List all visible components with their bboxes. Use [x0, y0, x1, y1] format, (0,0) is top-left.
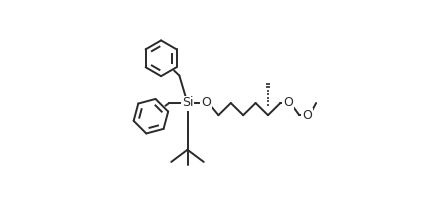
Text: O: O [201, 96, 211, 110]
Text: Si: Si [182, 96, 193, 110]
Text: O: O [303, 109, 312, 122]
Text: O: O [283, 96, 293, 110]
